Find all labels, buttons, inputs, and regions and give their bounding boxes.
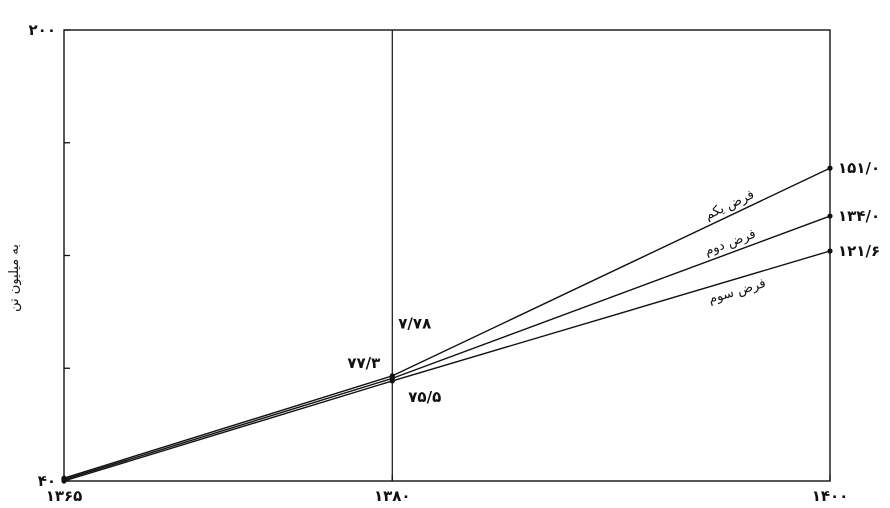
- series-line: [63, 250, 831, 482]
- value-annotation: ۷۷/۳: [347, 354, 380, 372]
- series-name-label: فرض سوم: [707, 276, 768, 307]
- value-annotation: ۷/۷۸: [398, 314, 431, 332]
- x-tick-label: ۱۳۶۵: [46, 487, 83, 505]
- series-name-label: فرض دوم: [703, 227, 758, 260]
- data-point: [827, 248, 833, 254]
- data-point: [827, 165, 833, 171]
- y-tick-label: ۲۰۰: [29, 21, 56, 39]
- x-tick-label: ۱۳۸۰: [374, 487, 411, 505]
- value-annotation: ۱۵۱/۰: [838, 159, 880, 177]
- value-annotation: ۱۳۴/۰: [838, 207, 880, 225]
- value-annotation: ۷۵/۵: [408, 388, 441, 406]
- y-axis-label: به میلیون تن: [7, 244, 22, 312]
- data-point: [389, 378, 395, 384]
- series-name-label: فرض یکم: [703, 187, 757, 223]
- data-point: [827, 213, 833, 219]
- value-annotation: ۱۲۱/۶: [838, 242, 880, 260]
- x-tick-label: ۱۴۰۰: [812, 487, 849, 505]
- y-tick-label: ۴۰: [38, 472, 56, 490]
- data-point: [61, 478, 67, 484]
